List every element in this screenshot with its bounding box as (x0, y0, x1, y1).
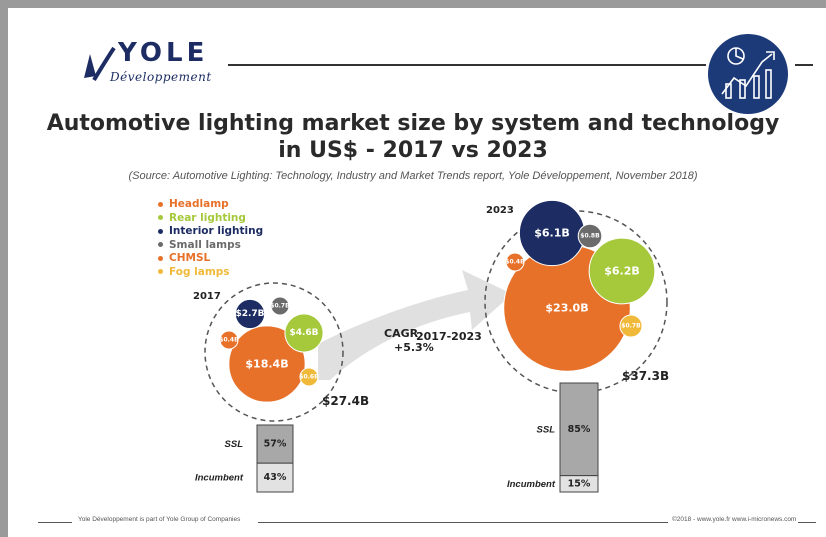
tech-bar-label-ssl-2023: SSL (537, 424, 556, 435)
bubble-chmsl-2017 (219, 330, 239, 350)
bubble-interior-lighting-2017 (234, 298, 266, 330)
footer-rule-right (798, 522, 816, 523)
legend-dot (158, 242, 163, 247)
bubble-fog-lamps-2023 (619, 314, 643, 338)
frame-left-border (0, 0, 8, 537)
chart-title: Automotive lighting market size by syste… (0, 110, 826, 164)
chart-legend: Headlamp Rear lighting Interior lighting Sm… (158, 198, 263, 279)
cagr-value: +5.3% (394, 341, 434, 354)
bubble-label-small-lamps-2023: $0.8B (580, 233, 600, 240)
legend-label: Fog lamps (169, 265, 230, 278)
group-outline-2023 (484, 210, 668, 394)
logo-subtitle: Développement (110, 70, 212, 84)
footer-rule-middle (258, 522, 668, 523)
header-rule-right (795, 64, 813, 66)
legend-item: CHMSL (158, 252, 263, 266)
legend-dot (158, 228, 163, 234)
bubble-label-rear-lighting-2023: $6.2B (604, 265, 640, 278)
tech-bar-ssl-2023 (559, 382, 599, 477)
tech-bar-label-incumbent-2023: Incumbent (507, 479, 556, 490)
logo-wordmark: YOLE (118, 38, 209, 68)
total-label-2023: $37.3B (622, 369, 669, 383)
cagr-label: CAGR (384, 327, 419, 340)
tech-bar-value-ssl-2023: 85% (568, 424, 591, 435)
legend-item: Headlamp (158, 198, 263, 212)
legend-item: Fog lamps (158, 266, 263, 280)
bubble-label-rear-lighting-2017: $4.6B (289, 328, 318, 338)
group-outline-2017 (204, 282, 344, 422)
tech-bar-label-ssl-2017: SSL (225, 439, 244, 450)
tech-bar-value-ssl-2017: 57% (264, 439, 287, 450)
footer-right-text: ©2018 - www.yole.fr www.i-micronews.com (672, 516, 797, 523)
tech-bar-value-incumbent-2023: 15% (568, 478, 591, 489)
bubble-rear-lighting-2023 (588, 237, 656, 305)
bubble-label-small-lamps-2017: $0.7B (270, 303, 290, 310)
legend-dot (158, 255, 163, 261)
bubble-label-fog-lamps-2023: $0.7B (621, 323, 641, 330)
bubble-rear-lighting-2017 (284, 313, 324, 353)
cagr-period: 2017-2023 (416, 330, 482, 343)
growth-arrow (318, 270, 512, 380)
legend-label: Rear lighting (169, 211, 246, 224)
chart-source: (Source: Automotive Lighting: Technology… (128, 170, 698, 182)
tech-bar-value-incumbent-2017: 43% (264, 472, 287, 483)
tech-bar-incumbent-2023 (559, 475, 599, 493)
tech-bar-incumbent-2017 (256, 462, 294, 493)
bubble-label-interior-lighting-2023: $6.1B (534, 227, 570, 240)
bubble-fog-lamps-2017 (299, 367, 319, 387)
legend-dot (158, 269, 163, 274)
tech-bar-ssl-2017 (256, 424, 294, 464)
bubble-headlamp-2017 (228, 325, 306, 403)
legend-item: Interior lighting (158, 225, 263, 239)
chart-title-line-2: in US$ - 2017 vs 2023 (278, 138, 548, 163)
legend-label: Interior lighting (169, 225, 264, 237)
legend-dot (158, 201, 163, 207)
header-rule (228, 64, 706, 66)
chart-title-line-1: Automotive lighting market size by syste… (46, 111, 780, 136)
footer-rule-left (38, 522, 72, 523)
yole-logo: YOLE Développement (80, 34, 220, 94)
bubble-label-headlamp-2023: $23.0B (545, 302, 588, 315)
bubble-label-chmsl-2023: $0.4B (505, 259, 525, 266)
total-label-2017: $27.4B (322, 394, 369, 408)
frame-top-border (0, 0, 826, 8)
footer-left-text: Yole Développement is part of Yole Group… (78, 516, 241, 523)
bubble-label-interior-lighting-2017: $2.7B (235, 309, 264, 319)
legend-label: CHMSL (169, 252, 211, 264)
bubble-label-chmsl-2017: $0.4B (219, 337, 239, 344)
market-badge-icon (708, 34, 788, 114)
bubble-small-lamps-2017 (270, 296, 290, 316)
legend-item: Small lamps (158, 239, 263, 253)
bubble-small-lamps-2023 (577, 223, 603, 249)
year-label-2023: 2023 (486, 205, 514, 216)
legend-item: Rear lighting (158, 212, 263, 226)
bubble-label-headlamp-2017: $18.4B (245, 358, 288, 371)
tech-bar-label-incumbent-2017: Incumbent (195, 473, 244, 484)
bubble-label-fog-lamps-2017: $0.6B (299, 374, 319, 381)
legend-label: Small lamps (169, 238, 241, 251)
yole-logo-mark (84, 46, 116, 82)
bubble-chmsl-2023 (505, 252, 525, 272)
year-label-2017: 2017 (193, 291, 221, 302)
legend-dot (158, 215, 163, 220)
legend-label: Headlamp (169, 198, 229, 210)
